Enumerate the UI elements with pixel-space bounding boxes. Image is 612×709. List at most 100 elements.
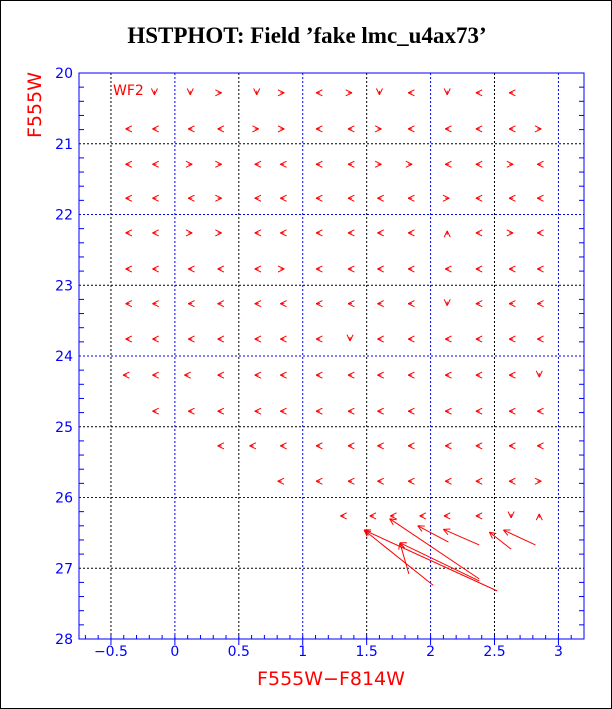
arrowhead-stroke — [217, 445, 225, 450]
arrowhead-stroke — [369, 515, 377, 520]
arrowhead-stroke — [537, 335, 544, 340]
vector-arrow — [184, 371, 191, 379]
vector-arrow — [508, 335, 516, 343]
arrowhead-stroke — [506, 232, 514, 237]
arrowhead-stroke — [508, 374, 516, 379]
arrowhead-stroke — [489, 531, 497, 535]
arrowhead-stroke — [152, 410, 159, 415]
arrowhead-stroke — [407, 442, 415, 447]
vector-arrow — [407, 335, 415, 343]
arrowhead-stroke — [125, 335, 133, 340]
arrowhead-stroke — [185, 232, 193, 237]
arrowhead-stroke — [280, 197, 287, 202]
arrowhead-stroke — [254, 229, 262, 234]
arrowhead-stroke — [125, 160, 133, 165]
arrowhead-stroke — [407, 480, 415, 485]
arrowhead-stroke — [252, 128, 259, 133]
arrowhead-stroke — [508, 300, 516, 305]
arrowhead-stroke — [315, 445, 323, 450]
vector-arrow — [537, 194, 544, 202]
vector-arrow — [535, 513, 543, 521]
vector-arrow — [152, 300, 159, 308]
vector-arrow — [152, 265, 159, 273]
arrowhead-stroke — [188, 410, 195, 415]
arrowhead-stroke — [215, 229, 222, 234]
arrowhead-stroke — [377, 445, 384, 450]
arrowhead-stroke — [347, 445, 355, 450]
arrowhead-stroke — [188, 197, 195, 202]
vector-arrow — [405, 160, 413, 168]
arrowhead-stroke — [217, 300, 225, 305]
vector-arrow — [254, 265, 262, 273]
arrowhead-stroke — [217, 335, 225, 340]
arrowhead-stroke — [152, 374, 159, 379]
arrowhead-stroke — [347, 194, 355, 199]
vector-arrow — [444, 442, 452, 450]
vector-arrow — [537, 160, 544, 168]
arrowhead-stroke — [215, 160, 222, 165]
arrowhead-stroke — [340, 512, 347, 517]
vector-arrow — [254, 160, 262, 168]
arrowhead-stroke — [315, 442, 323, 447]
arrowhead-stroke — [280, 303, 287, 308]
vector-arrow — [347, 160, 355, 168]
vector-arrow — [377, 265, 384, 273]
arrowhead-stroke — [407, 338, 415, 343]
arrowhead-stroke — [407, 265, 415, 270]
arrowhead-stroke — [280, 300, 287, 305]
arrowhead-stroke — [280, 160, 287, 165]
arrowhead-stroke — [475, 512, 483, 517]
vector-arrow — [188, 300, 195, 308]
arrowhead-stroke — [444, 480, 452, 485]
arrowhead-stroke — [188, 407, 195, 412]
vector-arrow — [377, 229, 384, 237]
arrowhead-stroke — [254, 163, 262, 168]
arrowhead-stroke — [152, 163, 159, 168]
arrowhead-stroke — [188, 303, 195, 308]
vector-arrow — [443, 512, 451, 520]
vector-arrow — [537, 442, 544, 450]
vector-arrow — [315, 265, 323, 273]
arrowhead-stroke — [215, 92, 222, 97]
arrowhead-stroke — [377, 371, 384, 376]
vector-arrow — [280, 194, 287, 202]
arrowhead-stroke — [475, 445, 483, 450]
vector-arrow — [508, 89, 516, 97]
vector-arrow — [152, 335, 159, 343]
arrowhead-stroke — [254, 268, 262, 273]
arrowhead-stroke — [189, 88, 194, 96]
y-tick-label: 22 — [55, 208, 73, 224]
arrowhead-stroke — [217, 265, 225, 270]
arrowhead-stroke — [419, 515, 427, 520]
arrowhead-stroke — [347, 300, 355, 305]
plot-frame — [78, 72, 585, 640]
y-axis-label: F555W — [24, 72, 46, 138]
vector-arrow — [125, 194, 133, 202]
vector-arrow — [315, 194, 323, 202]
arrowhead-stroke — [475, 480, 483, 485]
arrowhead-stroke — [152, 197, 159, 202]
arrowhead-stroke — [280, 335, 287, 340]
arrowhead-stroke — [217, 303, 225, 308]
vector-arrow — [217, 442, 225, 450]
vector-arrow — [254, 229, 262, 237]
arrowhead-stroke — [315, 338, 323, 343]
arrowhead-stroke — [315, 163, 323, 168]
vector-arrow — [407, 125, 415, 133]
vector-arrow — [443, 299, 451, 306]
vector-arrow — [475, 371, 483, 379]
arrowhead-stroke — [442, 194, 450, 199]
arrowhead-stroke — [188, 128, 195, 133]
arrowhead-stroke — [125, 338, 133, 343]
arrowhead-stroke — [389, 518, 397, 521]
arrowhead-stroke — [538, 370, 543, 378]
arrowhead-stroke — [188, 338, 195, 343]
arrowhead-stroke — [444, 265, 452, 270]
vector-arrow — [508, 125, 516, 133]
arrowhead-stroke — [185, 160, 193, 165]
arrowhead-stroke — [444, 125, 452, 130]
arrowhead-stroke — [280, 442, 287, 447]
vector-arrow-long — [389, 518, 480, 580]
arrowhead-stroke — [152, 265, 159, 270]
vector-arrow — [369, 512, 377, 520]
